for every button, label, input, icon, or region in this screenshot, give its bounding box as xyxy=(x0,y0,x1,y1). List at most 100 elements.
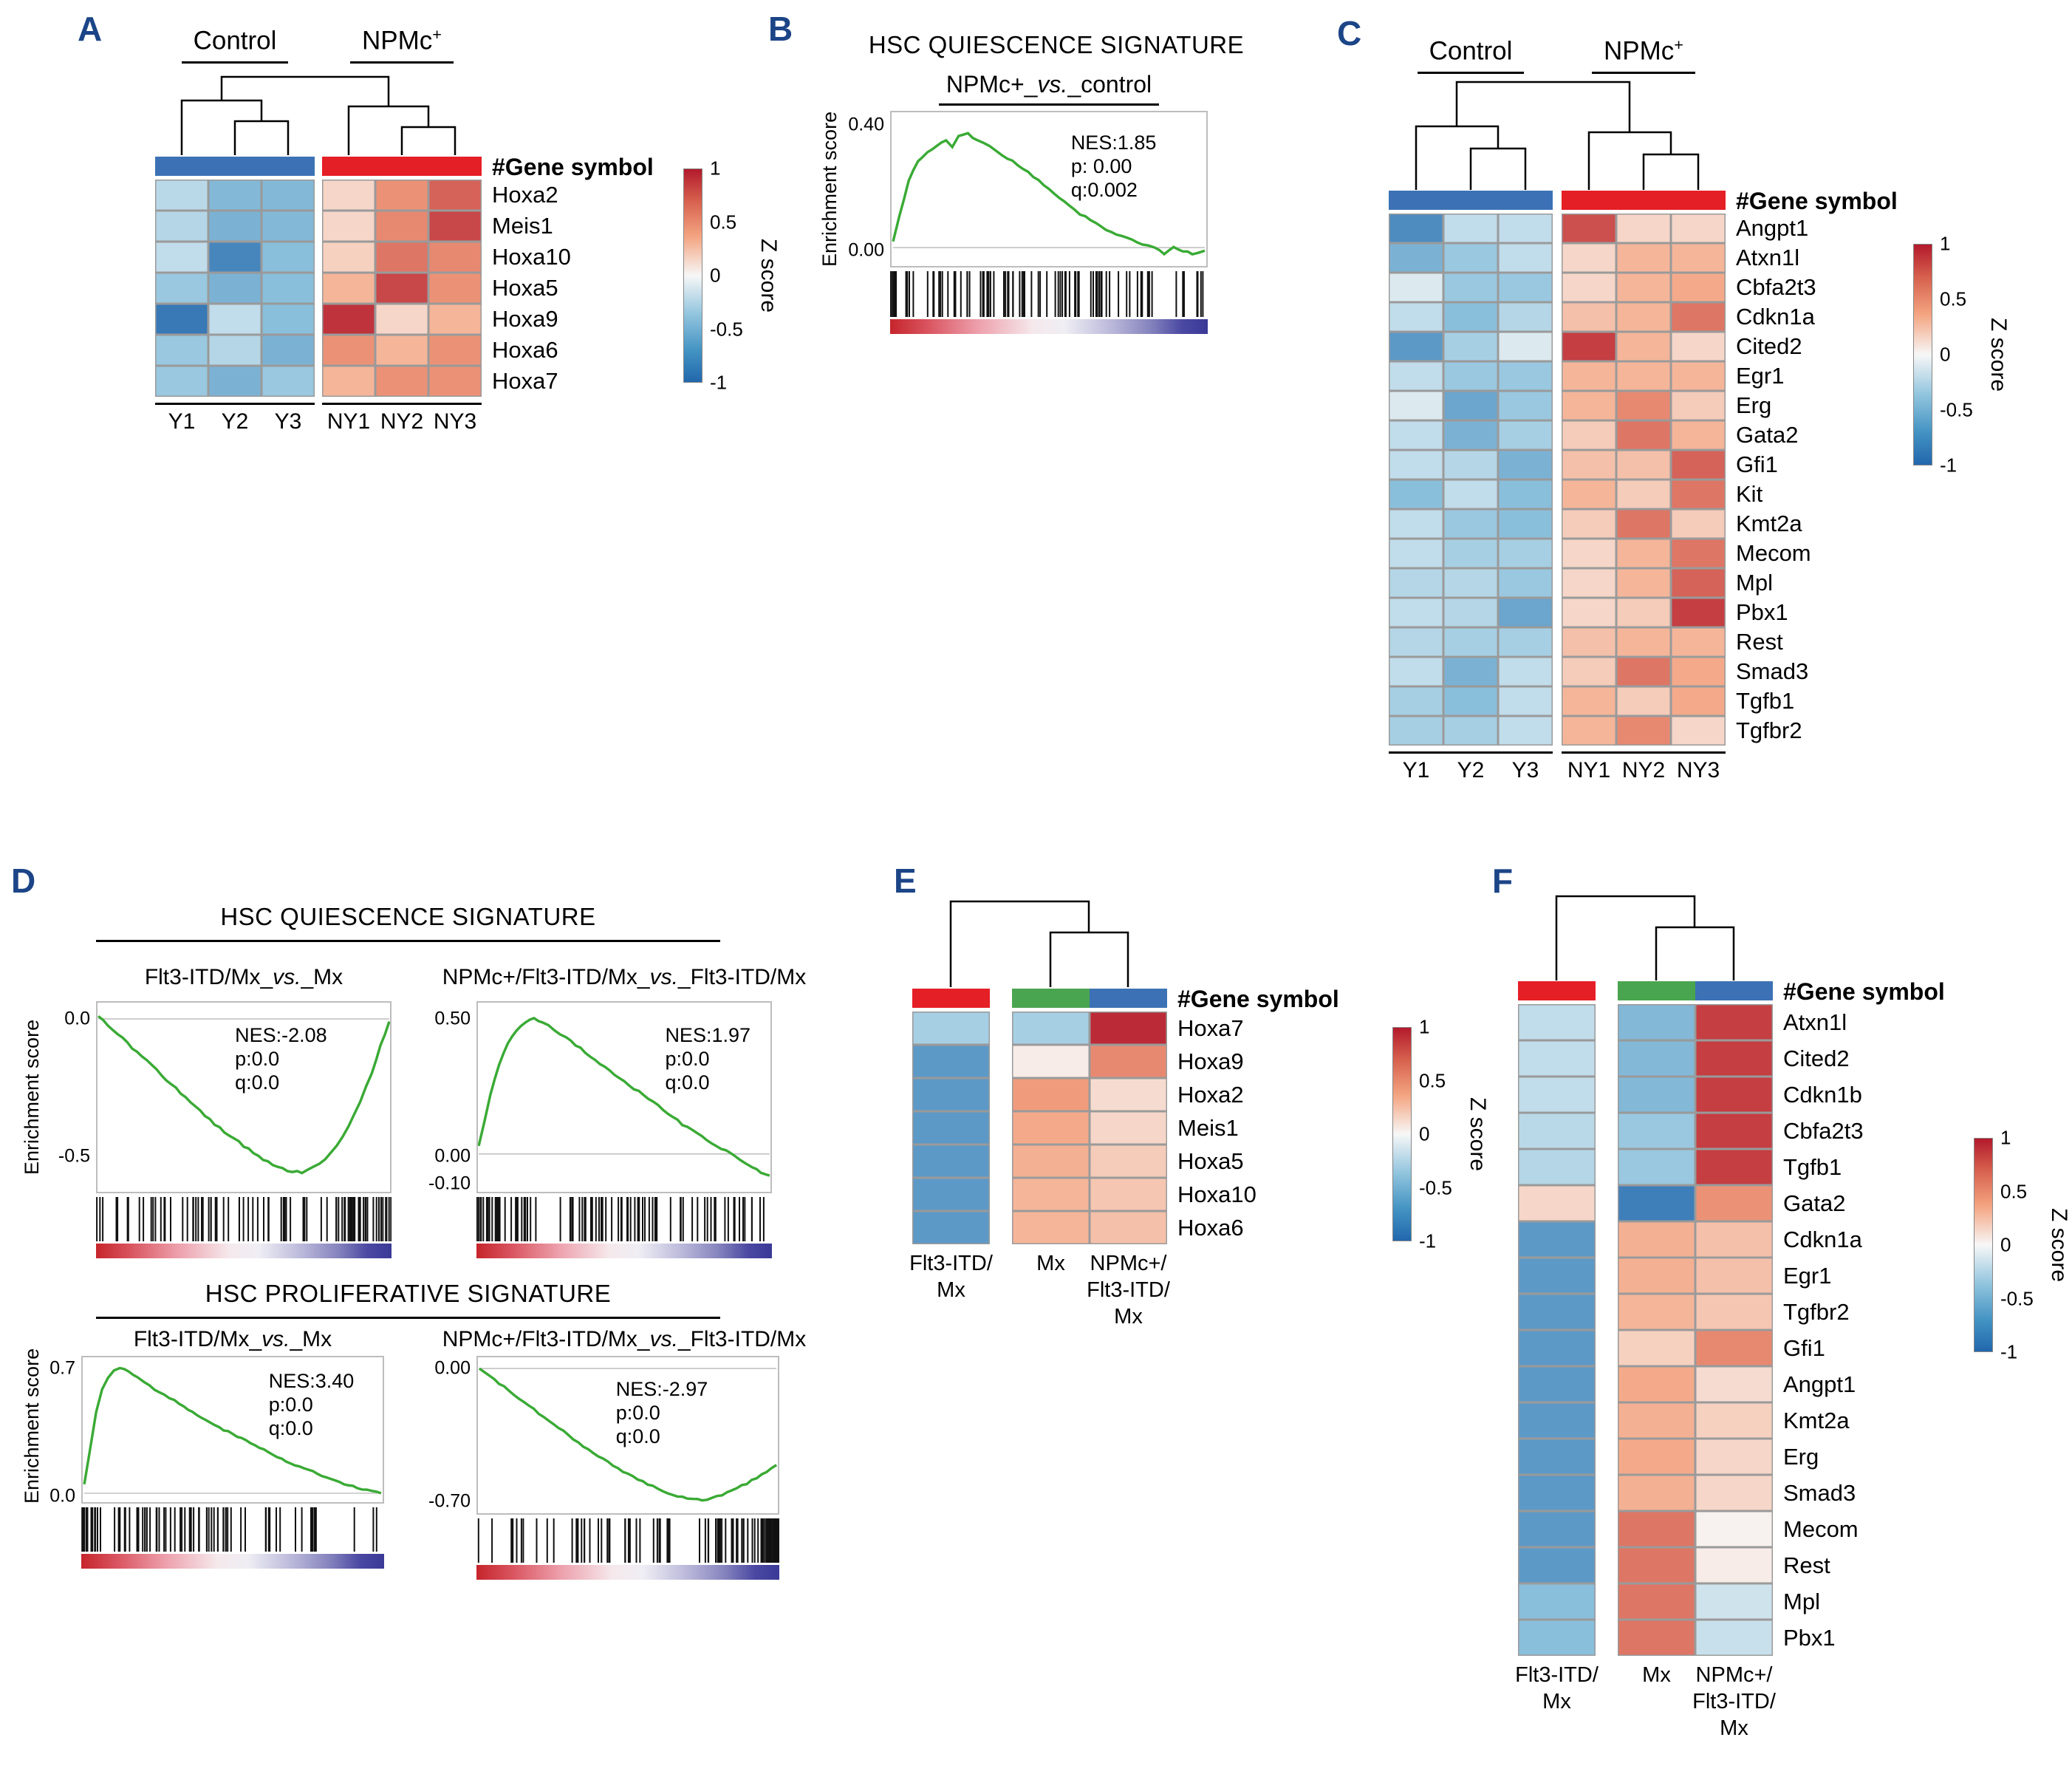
heatmap-cell xyxy=(1518,1402,1596,1439)
column-label-line: Flt3-ITD/ xyxy=(909,1252,993,1275)
heatmap-cell xyxy=(1618,1511,1695,1547)
heatmap-cell xyxy=(428,366,482,397)
heatmap-cell xyxy=(1562,716,1616,746)
heatmap-cell xyxy=(1518,1366,1596,1402)
gsea-stat-line: NES:-2.08 xyxy=(235,1024,327,1047)
gsea-stat-line: p:0.0 xyxy=(235,1048,280,1071)
heatmap-cell xyxy=(428,242,482,273)
gene-labels: Atxn1l Cited2 Cdkn1b Cbfa2t3 Tgfb1 Gata2 Cdkn1… xyxy=(1783,1004,1864,1656)
column-label-group: Y1 Y2 Y3 xyxy=(1389,751,1553,783)
heatmap-cell xyxy=(1618,1258,1695,1294)
heatmap-cell xyxy=(1443,509,1498,539)
gsea-comparison-d2r: NPMc+/Flt3-ITD/Mx_vs._Flt3-ITD/Mx xyxy=(442,1327,807,1351)
heatmap-cell xyxy=(1616,539,1671,568)
heatmap-cell xyxy=(322,335,375,366)
heatmap-cell xyxy=(1618,1547,1695,1583)
heatmap-cell xyxy=(1562,332,1616,361)
heatmap-cell xyxy=(1518,1040,1596,1077)
heatmap-cell xyxy=(1389,450,1443,480)
heatmap-cell xyxy=(1616,716,1671,746)
y-axis-tick-label: 0.7 xyxy=(49,1357,75,1379)
gene-hit-ticks-svg xyxy=(81,1507,377,1552)
group-color-bar xyxy=(1695,981,1773,1000)
heatmap-cell xyxy=(1012,1178,1090,1211)
enrichment-curve-svg xyxy=(98,1014,390,1175)
heatmap-cell xyxy=(1695,1149,1773,1185)
heatmap-grid-left xyxy=(155,180,315,397)
gene-label: Kmt2a xyxy=(1783,1407,1850,1433)
heatmap-cell xyxy=(1671,214,1726,243)
panel-letter-c: C xyxy=(1337,14,1362,52)
group-color-bar xyxy=(1618,981,1695,1000)
colorbar-tick-label: 0.5 xyxy=(1419,1069,1446,1091)
gene-label: Cdkn1a xyxy=(1736,304,1815,330)
group-label-underline: Control xyxy=(1417,35,1525,74)
colorbar-tick-label: 1 xyxy=(1940,232,1951,255)
heatmap-cell xyxy=(1498,361,1553,391)
gene-symbol-header-f: #Gene symbol xyxy=(1783,978,1945,1005)
gene-symbol-header-a: #Gene symbol xyxy=(492,154,654,180)
gene-label: Meis1 xyxy=(1177,1114,1239,1141)
heatmap-cell xyxy=(155,304,208,335)
heatmap-cell xyxy=(208,335,261,366)
panel-letter-b: B xyxy=(768,10,793,48)
gene-label: Angpt1 xyxy=(1783,1371,1856,1397)
colorbar-gradient xyxy=(1913,244,1932,465)
heatmap-cell xyxy=(1389,243,1443,273)
heatmap-cell xyxy=(1616,391,1671,420)
heatmap-cell xyxy=(1518,1149,1596,1185)
gene-label: Smad3 xyxy=(1783,1479,1856,1506)
gsea-statistics: NES:-2.08 p:0.0 q:0.0 xyxy=(235,1023,327,1094)
heatmap-cell xyxy=(1562,627,1616,657)
heatmap-grid-right xyxy=(1618,1004,1773,1656)
heatmap-body: Atxn1l Cited2 Cdkn1b Cbfa2t3 Tgfb1 Gata2 Cdkn1… xyxy=(1518,1004,1864,1656)
dendrogram-branches xyxy=(1415,81,1700,190)
heatmap-cell xyxy=(1616,273,1671,302)
gene-label: Hoxa6 xyxy=(1177,1214,1244,1241)
heatmap-cell xyxy=(1616,214,1671,243)
heatmap-cell xyxy=(1443,332,1498,361)
heatmap-cell xyxy=(1671,627,1726,657)
colorbar-a: 1 0.5 0 -0.5 -1 Z score xyxy=(683,157,781,394)
enrichment-curve xyxy=(83,1366,382,1495)
gene-label: Cbfa2t3 xyxy=(1783,1117,1864,1144)
gsea-comparison-b: NPMc+_vs._control xyxy=(890,71,1208,106)
heatmap-cell xyxy=(1616,302,1671,332)
colorbar-tick-label: -0.5 xyxy=(1940,398,1973,421)
column-label: Flt3-ITD/Mx xyxy=(909,1250,993,1330)
gene-label: Cited2 xyxy=(1783,1045,1850,1071)
heatmap-cell xyxy=(1012,1211,1090,1244)
heatmap-cell xyxy=(1090,1145,1167,1178)
gsea-plot-quiescence-right: NES:1.97 p:0.0 q:0.0 0.50 0.00 -0.10 xyxy=(428,1001,772,1258)
group-color-bar xyxy=(912,989,990,1008)
column-label: Y2 xyxy=(1457,758,1485,782)
heatmap-cell xyxy=(1389,509,1443,539)
heatmap-cell xyxy=(1498,509,1553,539)
gene-label: Hoxa6 xyxy=(492,337,558,363)
gene-hit-ticks xyxy=(476,1197,772,1241)
colorbar-tick-label: -1 xyxy=(1419,1229,1437,1252)
gene-label: Hoxa7 xyxy=(492,368,558,394)
colorbar-e: 1 0.5 0 -0.5 -1 Z score xyxy=(1392,1016,1490,1252)
heatmap-cell xyxy=(1562,391,1616,420)
heatmap-cell xyxy=(1518,1439,1596,1475)
heatmap-cell xyxy=(1498,302,1553,332)
heatmap-cell xyxy=(208,242,261,273)
gsea-plot-quiescence-left: NES:-2.08 p:0.0 q:0.0 0.0 -0.5 xyxy=(58,1001,392,1258)
gene-label: Hoxa5 xyxy=(1177,1147,1244,1174)
heatmap-cell xyxy=(1498,332,1553,361)
heatmap-cell xyxy=(1498,243,1553,273)
heatmap-cell xyxy=(1616,627,1671,657)
enrichment-plot: NES:-2.97 p:0.0 q:0.0 0.00 -0.70 xyxy=(428,1356,779,1515)
heatmap-cell xyxy=(1389,361,1443,391)
heatmap-cell xyxy=(1562,302,1616,332)
heatmap-cell xyxy=(1616,243,1671,273)
heatmap-cell xyxy=(1498,598,1553,627)
heatmap-cell xyxy=(208,304,261,335)
column-label: Y1 xyxy=(1402,758,1430,782)
heatmap-cell xyxy=(1671,391,1726,420)
gene-label: Rest xyxy=(1783,1552,1830,1578)
heatmap-cell xyxy=(261,273,315,304)
enrichment-curve-svg xyxy=(478,1016,770,1177)
dendrogram-branches xyxy=(180,75,457,155)
